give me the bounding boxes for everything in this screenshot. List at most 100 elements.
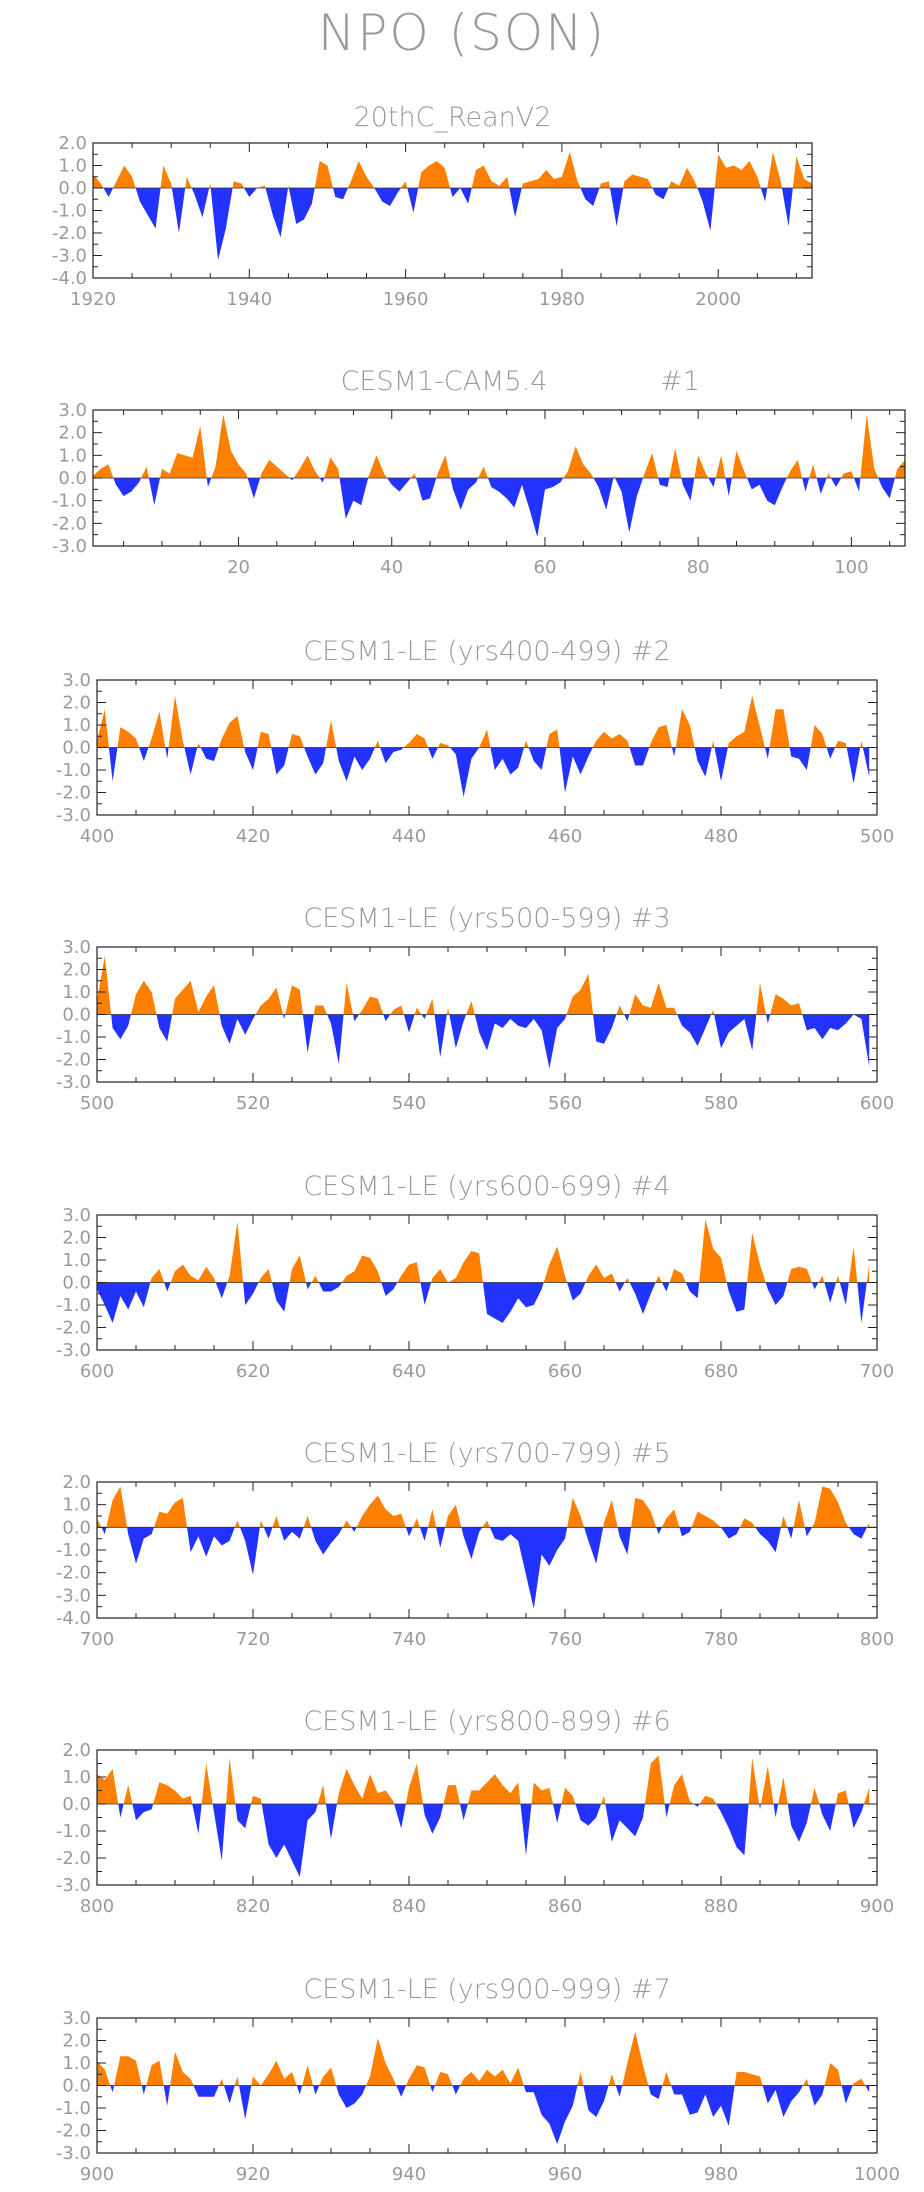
panel-title: CESM1-LE (yrs600-699) #4 [303,1171,670,1202]
positive-anomaly-area [93,414,905,478]
positive-anomaly-area [97,1755,870,1804]
panel-1: 20thC_ReanV2 2.01.00.0-1.0-2.0-3.0-4.0192… [52,102,813,310]
y-tick-label: -2.0 [56,1318,91,1339]
panel-title: CESM1-LE (yrs900-999) #7 [303,1974,670,2005]
x-tick-label: 700 [860,1361,894,1382]
x-tick-label: 600 [80,1361,114,1382]
x-tick-label: 1000 [854,2164,900,2185]
positive-anomaly-area [93,152,812,188]
y-tick-label: -1.0 [56,1295,91,1316]
y-tick-label: 3.0 [62,670,91,691]
y-tick-label: -2.0 [56,1848,91,1869]
y-tick-label: -2.0 [52,223,87,244]
x-tick-label: 440 [392,826,426,847]
x-tick-label: 960 [548,2164,582,2185]
x-tick-label: 580 [704,1093,738,1114]
panel-7: CESM1-LE (yrs800-899) #6 2.0 1.0 0.0 -1.0 -2.… [56,1706,894,1917]
y-tick-label: -3.0 [56,805,91,826]
x-tick-label: 520 [236,1093,270,1114]
x-tick-label: 420 [236,826,270,847]
y-tick-label: 1.0 [58,156,87,177]
positive-anomaly-area [97,2031,866,2086]
x-tick-label: 860 [548,1896,582,1917]
x-tick-label: 500 [860,826,894,847]
x-tick-label: 720 [236,1629,270,1650]
y-tick-label: 2.0 [62,1472,91,1493]
plot-frame [96,1749,878,1886]
positive-anomaly-area [97,695,863,748]
y-tick-label: -1.0 [56,760,91,781]
panel-title: CESM1-LE (yrs400-499) #2 [303,636,670,667]
figure-title: NPO (SON) [317,4,607,62]
x-tick-label: 60 [534,557,557,578]
y-tick-label: -2.0 [52,513,87,534]
x-tick-label: 740 [392,1629,426,1650]
x-tick-label: 920 [236,2164,270,2185]
y-tick-label: 1.0 [62,1767,91,1788]
x-tick-label: 20 [227,557,250,578]
x-tick-label: 900 [80,2164,114,2185]
y-tick-label: -2.0 [56,1563,91,1584]
x-tick-label: 640 [392,1361,426,1382]
y-tick-label: 0.0 [62,738,91,759]
y-tick-label: 0.0 [62,1517,91,1538]
x-tick-label: 2000 [695,289,741,310]
y-tick-label: 2.0 [62,960,91,981]
x-tick-label: 400 [80,826,114,847]
x-tick-label: 80 [687,557,710,578]
y-tick-label: 2.0 [62,1740,91,1761]
x-tick-label: 780 [704,1629,738,1650]
y-tick-label: 0.0 [62,1794,91,1815]
y-tick-label: -3.0 [52,536,87,557]
y-tick-label: -2.0 [56,2121,91,2142]
y-tick-label: 0.0 [58,178,87,199]
y-tick-label: -3.0 [56,2143,91,2164]
y-tick-label: 1.0 [58,445,87,466]
negative-anomaly-area [101,1527,867,1609]
y-tick-label: -2.0 [56,783,91,804]
y-tick-label: 3.0 [62,2008,91,2029]
x-tick-label: 900 [860,1896,894,1917]
x-tick-label: 600 [860,1093,894,1114]
x-tick-label: 480 [704,826,738,847]
y-tick-label: -3.0 [56,1585,91,1606]
y-tick-label: -2.0 [56,1050,91,1071]
panel-title: CESM1-LE (yrs700-799) #5 [303,1438,670,1469]
y-tick-label: -4.0 [52,268,87,289]
y-tick-label: 1.0 [62,2053,91,2074]
y-tick-label: 1.0 [62,982,91,1003]
y-tick-label: 2.0 [58,133,87,154]
x-tick-label: 700 [80,1629,114,1650]
x-tick-label: 760 [548,1629,582,1650]
y-tick-label: -3.0 [56,1875,91,1896]
y-tick-label: -1.0 [56,1027,91,1048]
x-tick-label: 1960 [383,289,429,310]
panel-6: CESM1-LE (yrs700-799) #5 2.01.00.0-1.0-2.… [56,1438,894,1650]
y-tick-label: 2.0 [62,2031,91,2052]
x-tick-label: 1980 [539,289,585,310]
y-tick-label: 3.0 [62,937,91,958]
y-tick-label: -1.0 [52,201,87,222]
x-tick-label: 560 [548,1093,582,1114]
y-tick-label: 1.0 [62,1250,91,1271]
panel-title: 20thC_ReanV2 [354,102,552,133]
x-tick-label: 460 [548,826,582,847]
x-tick-label: 1920 [70,289,116,310]
y-tick-label: 2.0 [62,693,91,714]
y-tick-label: -4.0 [56,1608,91,1629]
negative-anomaly-area [108,747,870,797]
panel-title: CESM1-LE (yrs500-599) #3 [303,903,670,934]
panel-3: CESM1-LE (yrs400-499) #2 3.02.01.00.0-1.0… [56,636,894,847]
positive-anomaly-area [97,1486,870,1528]
panel-member-label: #1 [660,366,700,397]
positive-anomaly-area [150,1219,870,1283]
x-tick-label: 1940 [226,289,272,310]
y-tick-label: 2.0 [58,423,87,444]
x-tick-label: 800 [860,1629,894,1650]
panel-title: CESM1-CAM5.4 [341,366,548,397]
x-tick-label: 820 [236,1896,270,1917]
x-tick-label: 540 [392,1093,426,1114]
panel-8: CESM1-LE (yrs900-999) #7 3.02.01.00.0-1.0… [56,1974,900,2185]
negative-anomaly-area [103,188,793,260]
y-tick-label: 3.0 [58,400,87,421]
